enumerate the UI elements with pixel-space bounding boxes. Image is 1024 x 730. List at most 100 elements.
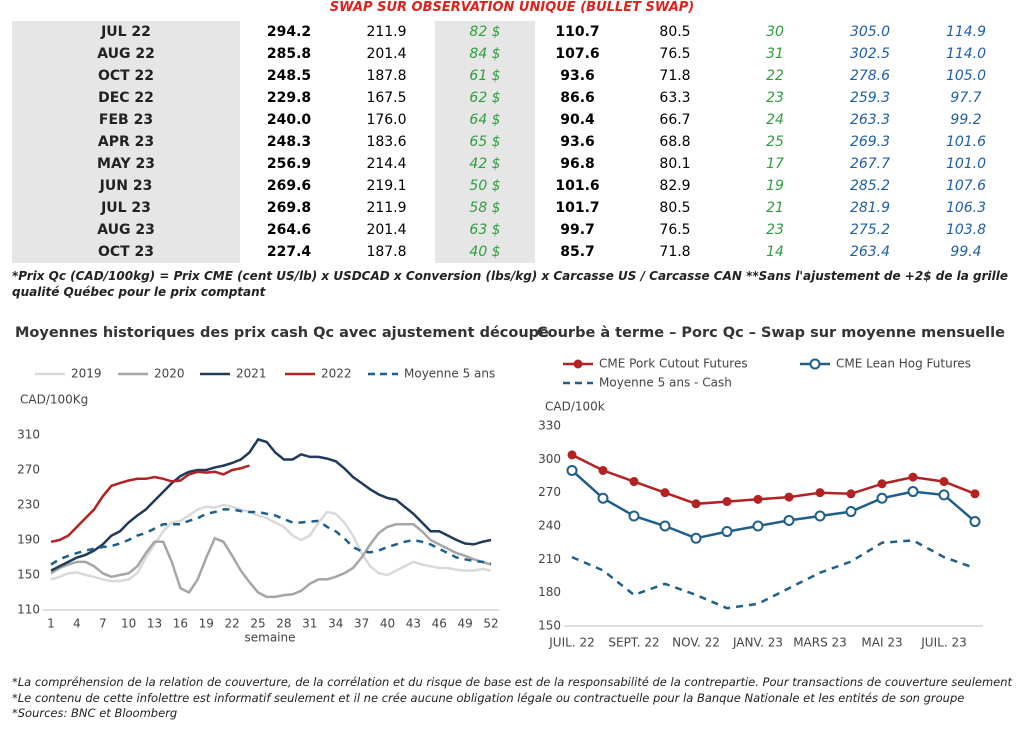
point (597, 492, 609, 504)
table-row: DEC 22 229.8 167.5 62 $ 86.6 63.3 23 259.3 97.7 (12, 87, 1012, 109)
x-tick-label: 49 (457, 617, 472, 631)
table-cell: 99.4 (950, 244, 982, 260)
footnote: *La compréhension de la relation de couv… (12, 675, 1013, 689)
x-tick-label: 22 (225, 617, 240, 631)
table-title: SWAP SUR OBSERVATION UNIQUE (BULLET SWAP… (329, 0, 695, 15)
point (721, 526, 733, 538)
x-tick-label: 25 (250, 617, 265, 631)
table-cell: 82 $ (435, 21, 535, 43)
point (691, 499, 701, 509)
table-cell: 40 $ (435, 241, 535, 263)
point (846, 489, 856, 499)
table-cell: 259.3 (849, 90, 891, 106)
table-cell: OCT 23 (12, 241, 240, 263)
table-cell: 114.0 (945, 46, 987, 62)
table-cell: 62 $ (435, 87, 535, 109)
x-tick-label: JANV. 23 (732, 636, 783, 650)
table-cell: 42 $ (435, 153, 535, 175)
point (938, 489, 950, 501)
table-cell: 63.3 (659, 90, 691, 106)
series-line (50, 503, 492, 583)
x-tick-label: 28 (276, 617, 291, 631)
table-cell: 66.7 (659, 112, 691, 128)
table-cell: 285.2 (849, 178, 891, 194)
table-cell: 99.2 (950, 112, 982, 128)
table-cell: 305.0 (849, 24, 891, 40)
table-row: FEB 23 240.0 176.0 64 $ 90.4 66.7 24 263.3 99.2 (12, 109, 1012, 131)
table-cell: AUG 23 (12, 219, 240, 241)
y-tick-label: 210 (538, 552, 561, 566)
table-cell: 80.1 (659, 156, 691, 172)
y-tick-label: 270 (17, 463, 40, 477)
x-tick-label: 46 (432, 617, 447, 631)
table-cell: 229.8 (266, 90, 312, 106)
x-axis-label: semaine (245, 631, 296, 645)
table-row: AUG 23 264.6 201.4 63 $ 99.7 76.5 23 275.2 103.8 (12, 219, 1012, 241)
chart-title: Moyennes historiques des prix cash Qc av… (15, 325, 549, 341)
table-cell: 269.8 (266, 200, 312, 216)
table-cell: 187.8 (366, 244, 407, 260)
table-cell: 86.6 (560, 90, 595, 106)
x-tick-label: 19 (199, 617, 214, 631)
table-cell: 107.6 (945, 178, 987, 194)
table-row: AUG 22 285.8 201.4 84 $ 107.6 76.5 31 302.5 114.… (12, 43, 1012, 65)
table-cell: 219.1 (366, 178, 407, 194)
point (783, 514, 795, 526)
table-cell: OCT 22 (12, 65, 240, 87)
point (567, 450, 577, 460)
series-line (50, 464, 250, 544)
table-cell: 63 $ (435, 219, 535, 241)
table-cell: 256.9 (266, 156, 312, 172)
x-tick-label: NOV. 22 (672, 636, 720, 650)
table-cell: 96.8 (560, 156, 595, 172)
table-cell: 23 (766, 90, 784, 106)
y-tick-label: 190 (17, 533, 40, 547)
y-axis-label: CAD/100Kg (20, 393, 88, 407)
table-cell: 103.8 (945, 222, 987, 238)
footnote: *Le contenu de cette infolettre est info… (12, 690, 965, 705)
x-tick-label: 43 (406, 617, 421, 631)
table-cell: 30 (766, 24, 784, 40)
point (690, 532, 702, 544)
table-cell: JUN 23 (12, 175, 240, 197)
y-tick-label: 150 (538, 619, 561, 633)
x-tick-label: 37 (354, 617, 369, 631)
point (908, 472, 918, 482)
table-cell: 227.4 (266, 244, 312, 260)
table-row: JUL 22 294.2 211.9 82 $ 110.7 80.5 30 305.0 114.… (12, 21, 1012, 43)
y-axis-label: CAD/100k (545, 400, 605, 414)
table-cell: 64 $ (435, 109, 535, 131)
y-tick-label: 110 (17, 603, 40, 617)
table-cell: 183.6 (366, 134, 407, 150)
table-cell: 110.7 (555, 24, 600, 40)
table-cell: 101.6 (555, 178, 600, 194)
table-cell: 68.8 (659, 134, 691, 150)
y-tick-label: 150 (17, 568, 40, 582)
table-cell: 114.9 (945, 24, 987, 40)
series-line (50, 437, 492, 572)
series-line (50, 508, 492, 566)
table-cell: 248.5 (266, 68, 312, 84)
legend-label: CME Lean Hog Futures (836, 357, 971, 371)
y-tick-label: 310 (17, 428, 40, 442)
table-cell: 263.3 (849, 112, 891, 128)
table-row: MAY 23 256.9 214.4 42 $ 96.8 80.1 17 267.7 101.0 (12, 153, 1012, 175)
table-cell: 201.4 (366, 222, 407, 238)
table-cell: 31 (766, 46, 784, 62)
table-cell: 176.0 (366, 112, 407, 128)
table-cell: 285.8 (266, 46, 312, 62)
x-tick-label: 13 (147, 617, 162, 631)
x-tick-label: SEPT. 22 (608, 636, 659, 650)
table-cell: 264.6 (266, 222, 312, 238)
x-tick-label: 40 (380, 617, 395, 631)
table-cell: 76.5 (659, 222, 691, 238)
table-cell: 105.0 (945, 68, 987, 84)
table-cell: 90.4 (560, 112, 595, 128)
table-row: OCT 22 248.5 187.8 61 $ 93.6 71.8 22 278.6 105.0 (12, 65, 1012, 87)
point (845, 506, 857, 518)
table-cell: 240.0 (266, 112, 312, 128)
table-cell: 211.9 (366, 200, 407, 216)
series-line (571, 539, 976, 610)
table-cell: DEC 22 (12, 87, 240, 109)
